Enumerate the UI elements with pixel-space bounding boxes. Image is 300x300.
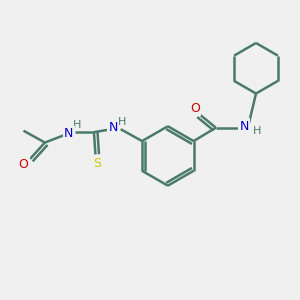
Text: N: N	[64, 127, 74, 140]
Text: O: O	[190, 102, 200, 115]
Text: N: N	[109, 121, 118, 134]
Text: H: H	[118, 117, 126, 127]
Text: H: H	[73, 120, 81, 130]
Text: S: S	[93, 157, 101, 170]
Text: N: N	[239, 120, 249, 133]
Text: O: O	[19, 158, 28, 171]
Text: H: H	[252, 126, 261, 136]
